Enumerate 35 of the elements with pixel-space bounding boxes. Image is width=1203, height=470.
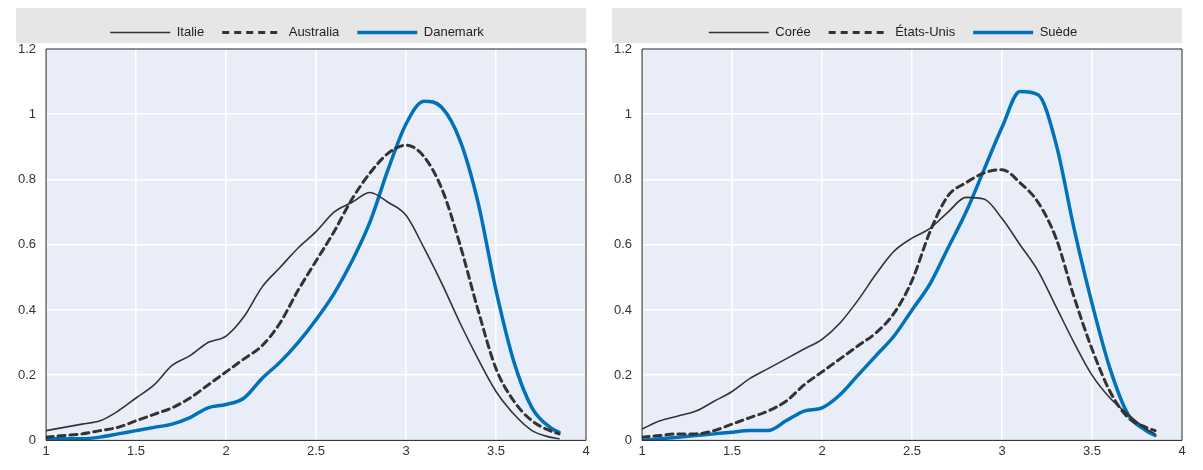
y-tick-label: 1.2 — [613, 40, 633, 56]
y-tick-label: 0.4 — [613, 301, 633, 317]
x-tick-label: 2 — [222, 442, 230, 458]
x-tick-label: 2.5 — [307, 442, 326, 458]
legend-label: Suède — [1039, 24, 1078, 40]
y-tick-label: 1 — [624, 105, 633, 121]
x-tick-label: 1 — [42, 442, 50, 458]
x-tick-label: 4 — [1178, 442, 1186, 458]
x-tick-label: 3.5 — [1082, 442, 1102, 458]
x-tick-label: 3.5 — [486, 442, 506, 458]
x-tick-label: 1.5 — [127, 442, 146, 458]
y-tick-label: 0.4 — [17, 301, 37, 317]
x-tick-label: 3 — [998, 442, 1006, 458]
legend-label: Corée — [775, 24, 811, 40]
x-tick-label: 3 — [402, 442, 410, 458]
legend-label: Danemark — [423, 24, 485, 40]
x-tick-label: 1.5 — [723, 442, 742, 458]
y-tick-label: 0.8 — [613, 171, 633, 187]
y-tick-label: 0.8 — [17, 171, 37, 187]
x-tick-label: 1 — [638, 442, 646, 458]
legend-label: Australia — [288, 24, 341, 40]
line-series — [642, 89, 1157, 441]
y-tick-label: 0 — [624, 431, 633, 447]
y-tick-label: 1 — [28, 105, 37, 121]
legend-label: États-Unis — [895, 24, 956, 40]
x-tick-label: 2.5 — [903, 442, 922, 458]
y-tick-label: 0.2 — [17, 366, 37, 382]
y-tick-label: 0.6 — [613, 236, 633, 252]
legend-label: Italie — [176, 24, 205, 40]
y-tick-label: 1.2 — [17, 40, 37, 56]
y-tick-label: 0 — [28, 431, 37, 447]
y-tick-label: 0.6 — [17, 236, 37, 252]
y-tick-label: 0.2 — [613, 366, 633, 382]
x-tick-label: 2 — [818, 442, 826, 458]
x-tick-label: 4 — [582, 442, 590, 458]
